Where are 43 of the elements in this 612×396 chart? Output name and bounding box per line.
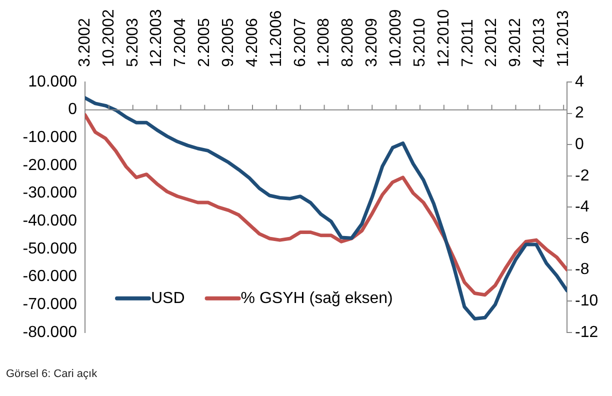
x-tick-label: 12.2003: [148, 9, 166, 67]
x-tick-label: 10.2009: [387, 9, 404, 67]
x-tick-label: 2.2005: [196, 18, 214, 67]
y2-tick-label: -6: [575, 230, 590, 247]
y-tick-label: -60.000: [22, 268, 78, 286]
x-tick-label: 9.2012: [507, 18, 524, 67]
x-tick-label: 9.2005: [220, 18, 237, 67]
y-tick-label: -20.000: [22, 156, 78, 174]
y2-tick-label: -4: [575, 198, 590, 216]
y-tick-label: 0: [68, 101, 78, 118]
y-tick-label: -40.000: [22, 212, 78, 230]
x-tick-label: 12.2010: [435, 9, 452, 67]
x-tick-label: 2.2012: [483, 18, 500, 67]
x-tick-label: 10.2002: [100, 9, 118, 67]
text: Görsel 6: Cari açık: [6, 368, 98, 380]
x-tick-label: 3.2002: [76, 18, 94, 67]
y2-tick-label: -10: [575, 292, 598, 310]
y-tick-label: -30.000: [22, 184, 78, 202]
x-tick-label: 6.2007: [292, 18, 309, 67]
legend-label: USD: [151, 290, 185, 307]
x-tick-label: 7.2004: [172, 18, 190, 67]
y2-tick-label: -8: [575, 261, 590, 278]
legend-label: % GSYH (sağ eksen): [240, 290, 393, 307]
y-tick-label: -80.000: [22, 324, 78, 341]
y-tick-label: -70.000: [22, 296, 78, 313]
x-tick-label: 7.2011: [459, 19, 476, 67]
x-tick-label: 1.2008: [316, 18, 333, 67]
y2-tick-label: -2: [575, 167, 590, 184]
y2-tick-label: 4: [575, 73, 584, 90]
x-tick-label: 5.2003: [124, 18, 142, 67]
x-tick-label: 11.2013: [554, 10, 572, 67]
y2-tick-label: -12: [575, 324, 598, 341]
x-tick-label: 4.2006: [244, 18, 261, 67]
y-tick-label: 10.000: [28, 73, 78, 90]
y2-tick-label: 2: [575, 104, 584, 122]
x-tick-label: 8.2008: [340, 18, 357, 67]
y2-tick-label: 0: [575, 136, 584, 154]
x-tick-label: 11.2006: [268, 10, 285, 67]
y-tick-label: -50.000: [22, 240, 78, 258]
x-tick-label: 4.2013: [531, 18, 548, 67]
x-tick-label: 5.2010: [411, 18, 428, 67]
x-tick-label: 3.2009: [364, 18, 381, 67]
y-tick-label: -10.000: [22, 129, 78, 146]
